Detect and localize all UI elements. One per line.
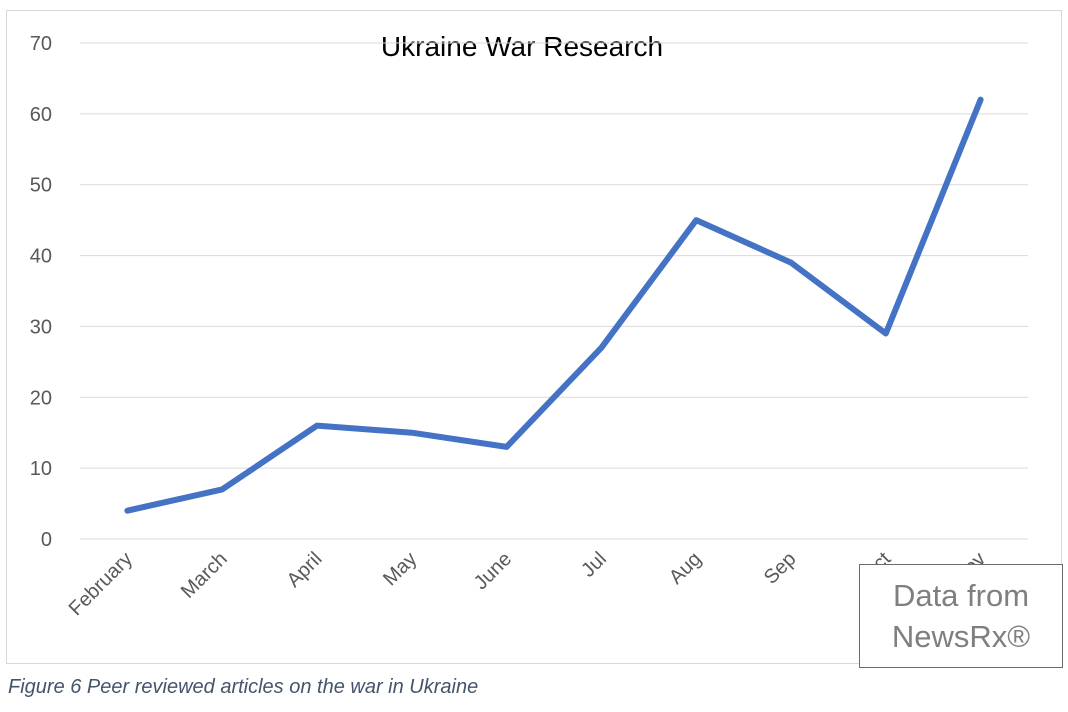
y-tick-label: 20 xyxy=(30,387,52,409)
chart-frame xyxy=(6,10,1062,664)
y-tick-label: 0 xyxy=(41,529,52,551)
x-tick-label: February xyxy=(65,548,137,620)
y-axis-ticks: 0 10 20 30 40 50 60 70 xyxy=(30,33,52,551)
y-tick-label: 40 xyxy=(30,246,52,268)
source-note-box: Data from NewsRx® xyxy=(859,564,1063,668)
x-axis-ticks: FebruaryMarchAprilMayJuneJulAugSepOctNov xyxy=(65,548,990,620)
x-tick-label: Sep xyxy=(760,548,801,589)
figure-caption: Figure 6 Peer reviewed articles on the w… xyxy=(8,676,479,698)
series-line xyxy=(124,96,984,514)
x-tick-label: Jul xyxy=(577,548,611,582)
y-tick-label: 30 xyxy=(30,316,52,338)
x-tick-label: Aug xyxy=(665,548,706,589)
x-tick-label: April xyxy=(283,548,327,592)
gridlines xyxy=(80,42,1028,540)
y-tick-label: 60 xyxy=(30,104,52,126)
x-tick-label: May xyxy=(379,548,421,590)
x-tick-label: March xyxy=(177,548,232,603)
y-tick-label: 70 xyxy=(30,33,52,55)
series-layer xyxy=(124,96,984,514)
x-tick-label: June xyxy=(470,548,516,594)
source-note: Data from NewsRx® xyxy=(891,578,1031,654)
y-tick-label: 10 xyxy=(30,458,52,480)
y-tick-label: 50 xyxy=(30,175,52,197)
chart-title: Ukraine War Research xyxy=(381,31,663,62)
